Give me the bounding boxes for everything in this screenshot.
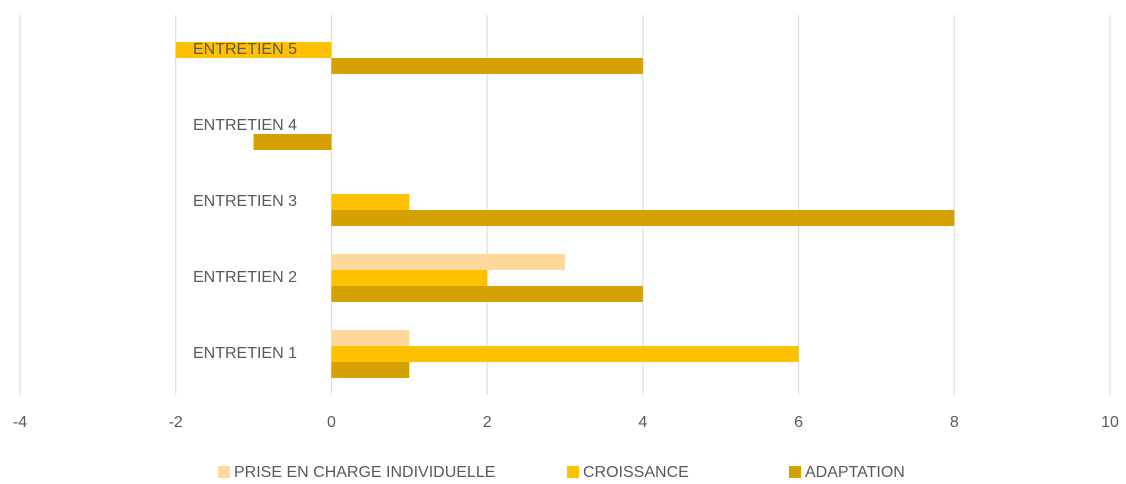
y-tick-label: ENTRETIEN 5	[193, 41, 297, 58]
legend-label: CROISSANCE	[583, 464, 689, 481]
x-tick-label: -2	[169, 414, 183, 431]
x-tick-label: 10	[1101, 414, 1119, 431]
x-tick-label: 0	[327, 414, 336, 431]
bar	[331, 58, 643, 74]
bar	[331, 254, 565, 270]
y-tick-label: ENTRETIEN 2	[193, 269, 297, 286]
legend-swatch	[789, 466, 801, 478]
legend-swatch	[567, 466, 579, 478]
bar	[331, 194, 410, 210]
bar	[253, 134, 332, 150]
bar	[175, 42, 332, 58]
bar	[331, 346, 799, 362]
legend-swatch	[218, 466, 230, 478]
y-tick-label: ENTRETIEN 3	[193, 193, 297, 210]
y-tick-label: ENTRETIEN 4	[193, 117, 297, 134]
bar	[331, 286, 643, 302]
x-tick-label: 2	[483, 414, 492, 431]
bar	[331, 270, 488, 286]
bar	[331, 330, 410, 346]
legend-label: PRISE EN CHARGE INDIVIDUELLE	[234, 464, 495, 481]
bar	[331, 362, 410, 378]
legend-label: ADAPTATION	[805, 464, 905, 481]
y-tick-label: ENTRETIEN 1	[193, 345, 297, 362]
x-tick-label: 4	[638, 414, 647, 431]
x-tick-label: -4	[13, 414, 27, 431]
bar	[331, 210, 955, 226]
x-tick-label: 6	[794, 414, 803, 431]
x-tick-label: 8	[950, 414, 959, 431]
